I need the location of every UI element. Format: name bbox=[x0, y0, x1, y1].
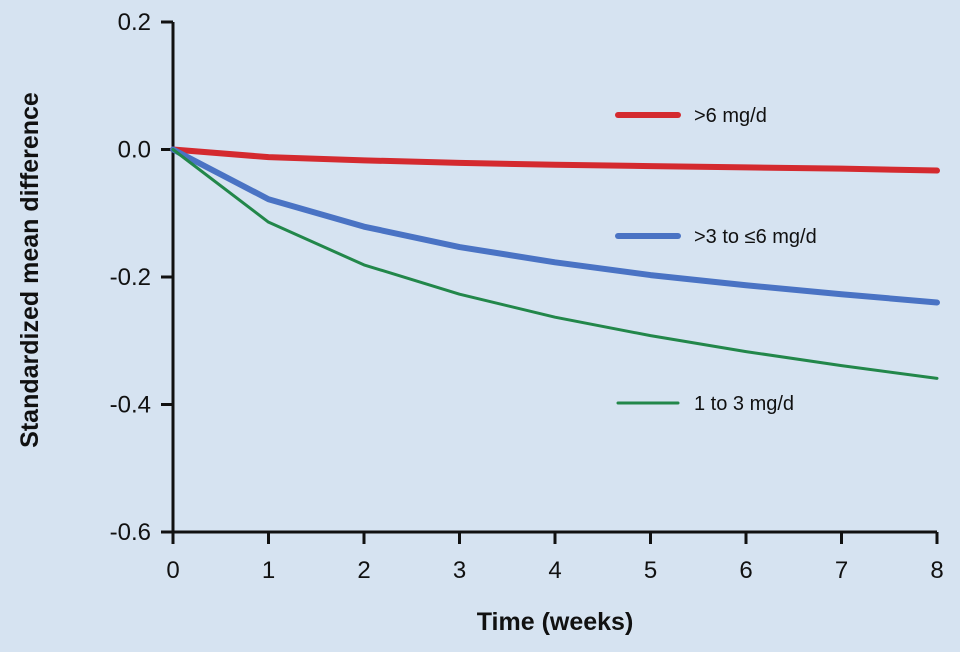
legend-label-0: >6 mg/d bbox=[694, 105, 767, 127]
x-tick-label: 3 bbox=[453, 557, 466, 584]
x-tick-label: 0 bbox=[166, 557, 179, 584]
legend: >6 mg/d >3 to ≤6 mg/d 1 to 3 mg/d bbox=[615, 105, 817, 415]
series-line-2 bbox=[171, 148, 939, 380]
series-line-1 bbox=[170, 146, 940, 306]
y-tick-label: -0.4 bbox=[110, 392, 151, 419]
y-tick-label: 0.0 bbox=[118, 137, 151, 164]
series-line-0 bbox=[170, 146, 940, 174]
series-lines bbox=[170, 146, 940, 380]
legend-label-1: >3 to ≤6 mg/d bbox=[694, 226, 817, 248]
y-axis-title: Standardized mean difference bbox=[16, 92, 44, 448]
y-tick-label: -0.2 bbox=[110, 264, 151, 291]
y-tick-label: 0.2 bbox=[118, 9, 151, 36]
y-tick-label: -0.6 bbox=[110, 519, 151, 546]
x-tick-label: 5 bbox=[644, 557, 657, 584]
x-tick-label: 6 bbox=[739, 557, 752, 584]
legend-label-2: 1 to 3 mg/d bbox=[694, 393, 794, 415]
axes: 0.2 0.0 -0.2 -0.4 -0.6 0 1 2 3 4 5 6 7 8 bbox=[110, 9, 944, 584]
x-tick-label: 4 bbox=[548, 557, 561, 584]
x-tick-label: 7 bbox=[835, 557, 848, 584]
x-tick-label: 2 bbox=[357, 557, 370, 584]
x-tick-label: 1 bbox=[262, 557, 275, 584]
x-axis-title: Time (weeks) bbox=[477, 608, 634, 636]
x-tick-label: 8 bbox=[930, 557, 943, 584]
